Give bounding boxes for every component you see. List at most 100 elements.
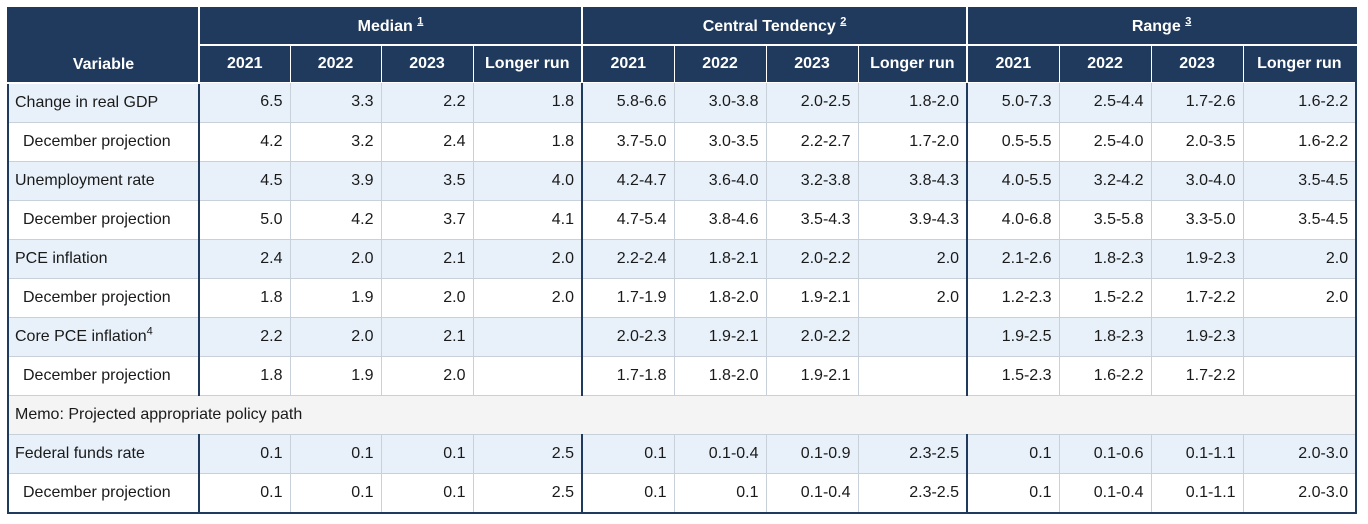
table-cell: 1.9-2.1 (765, 277, 859, 318)
table-cell: 0.1 (966, 472, 1060, 513)
table-row: December projection 0.1 0.1 0.1 2.5 0.1 0.1 0.1… (7, 472, 1357, 513)
table-cell: 1.8 (472, 82, 584, 123)
variable-column-header: Variable (7, 7, 200, 84)
table-cell: 2.0 (857, 277, 969, 318)
table-cell: 3.9-4.3 (857, 199, 969, 240)
table-cell: 1.9-2.3 (1150, 238, 1244, 279)
median-2021-header: 2021 (198, 44, 291, 83)
table-cell: 3.5-4.5 (1242, 199, 1357, 240)
table-cell: 1.8-2.0 (673, 355, 767, 396)
median-footnote-link[interactable]: 1 (417, 15, 424, 28)
range-group-header: Range 3 (966, 7, 1357, 46)
row-label: December projection (7, 121, 200, 162)
table-cell: 5.0-7.3 (966, 82, 1060, 123)
table-cell: 1.7-1.9 (581, 277, 675, 318)
range-footnote-link[interactable]: 3 (1185, 15, 1192, 28)
table-cell: 2.0-2.5 (765, 82, 859, 123)
table-cell: 4.0-5.5 (966, 160, 1060, 201)
median-2023-header: 2023 (380, 44, 474, 83)
table-cell: 2.4 (380, 121, 474, 162)
row-label-text: Change in real GDP (15, 93, 159, 111)
table-cell: 0.1-0.4 (765, 472, 859, 513)
row-label: Federal funds rate (7, 433, 200, 474)
table-cell: 3.5-4.5 (1242, 160, 1357, 201)
table-cell: 2.0-2.3 (581, 316, 675, 357)
median-2022-header: 2022 (289, 44, 382, 83)
table-cell: 3.8-4.6 (673, 199, 767, 240)
central-tendency-longer-run-header: Longer run (857, 44, 969, 83)
table-cell: 0.1-0.9 (765, 433, 859, 474)
table-cell: 4.7-5.4 (581, 199, 675, 240)
table-cell: 3.0-3.8 (673, 82, 767, 123)
table-cell: 3.8-4.3 (857, 160, 969, 201)
table-cell: 1.7-2.0 (857, 121, 969, 162)
row-label: Unemployment rate (7, 160, 200, 201)
table-row: December projection 5.0 4.2 3.7 4.1 4.7-5.4 3.… (7, 199, 1357, 240)
row-label: December projection (7, 277, 200, 318)
table-cell: 4.0-6.8 (966, 199, 1060, 240)
table-cell: 4.5 (198, 160, 291, 201)
table-cell: 0.1 (198, 433, 291, 474)
table-cell: 3.3-5.0 (1150, 199, 1244, 240)
table-cell: 2.0 (472, 238, 584, 279)
table-cell: 2.0-3.0 (1242, 472, 1357, 513)
table-cell: 1.8 (198, 277, 291, 318)
range-2022-header: 2022 (1058, 44, 1152, 83)
table-cell: 3.5-5.8 (1058, 199, 1152, 240)
table-cell: 0.1 (198, 472, 291, 513)
table-cell: 3.7-5.0 (581, 121, 675, 162)
table-cell: 3.0-4.0 (1150, 160, 1244, 201)
table-cell: 1.9-2.1 (673, 316, 767, 357)
range-2023-header: 2023 (1150, 44, 1244, 83)
table-cell: 1.5-2.2 (1058, 277, 1152, 318)
row-label-text: December projection (23, 288, 171, 306)
table-cell: 0.1 (966, 433, 1060, 474)
central-tendency-footnote-link[interactable]: 2 (840, 15, 847, 28)
table-cell: 2.5-4.0 (1058, 121, 1152, 162)
central-tendency-2022-header: 2022 (673, 44, 767, 83)
table-cell: 3.3 (289, 82, 382, 123)
table-cell: 0.1 (289, 433, 382, 474)
table-cell: 3.7 (380, 199, 474, 240)
row-footnote-marker: 4 (146, 325, 153, 338)
row-label-text: Unemployment rate (15, 171, 155, 189)
table-cell: 2.1-2.6 (966, 238, 1060, 279)
year-header-row: 2021 2022 2023 Longer run 2021 2022 2023… (8, 44, 1357, 83)
table-cell: 5.8-6.6 (581, 82, 675, 123)
row-label-text: December projection (23, 483, 171, 501)
table-cell: 2.0 (380, 277, 474, 318)
table-cell: 2.2 (380, 82, 474, 123)
table-cell: 3.6-4.0 (673, 160, 767, 201)
table-cell: 2.0 (380, 355, 474, 396)
row-label-text: Core PCE inflation (15, 327, 147, 345)
table-cell: 1.9 (289, 277, 382, 318)
table-cell: 1.8 (198, 355, 291, 396)
table-row: December projection 4.2 3.2 2.4 1.8 3.7-5.0 3.… (7, 121, 1357, 162)
table-cell: 1.9-2.3 (1150, 316, 1244, 357)
central-tendency-label: Central Tendency (702, 17, 836, 35)
table-cell: 1.6-2.2 (1242, 82, 1357, 123)
table-cell: 0.1 (380, 472, 474, 513)
table-cell: 0.1-0.4 (673, 433, 767, 474)
table-row: December projection 1.8 1.9 2.0 2.0 1.7-1.9 1.… (7, 277, 1357, 318)
range-longer-run-header: Longer run (1242, 44, 1357, 83)
table-cell: 1.8-2.3 (1058, 238, 1152, 279)
table-cell: 3.2-4.2 (1058, 160, 1152, 201)
row-label: December projection (7, 472, 200, 513)
table-cell: 5.0 (198, 199, 291, 240)
table-header: Variable Median 1 Central Tendency 2 Ran… (7, 7, 1357, 84)
table-cell: 0.5-5.5 (966, 121, 1060, 162)
table-cell: 1.5-2.3 (966, 355, 1060, 396)
table-cell: 2.0-3.5 (1150, 121, 1244, 162)
table-cell: 3.5 (380, 160, 474, 201)
table-cell: 1.7-2.2 (1150, 355, 1244, 396)
table-cell: 1.9 (289, 355, 382, 396)
table-cell: 4.1 (472, 199, 584, 240)
table-cell: 2.0-2.2 (765, 238, 859, 279)
table-cell: 4.0 (472, 160, 584, 201)
memo-row: Memo: Projected appropriate policy path (7, 394, 1357, 435)
table-cell: 2.0 (289, 238, 382, 279)
table-cell: 2.5 (472, 472, 584, 513)
table-cell: 2.4 (198, 238, 291, 279)
row-label: December projection (7, 199, 200, 240)
